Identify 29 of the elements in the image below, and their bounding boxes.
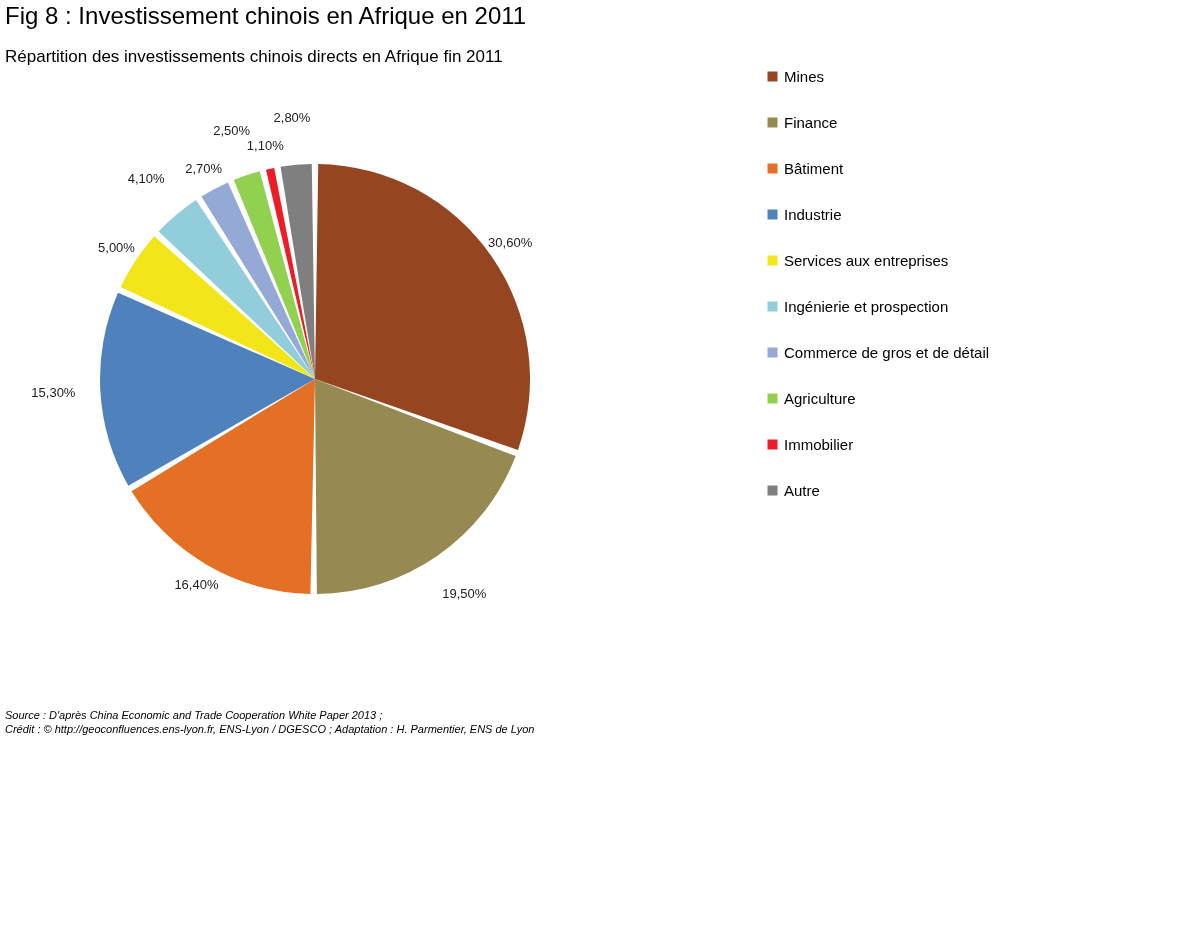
- legend-label: Commerce de gros et de détail: [784, 343, 990, 361]
- pie-slice: [233, 171, 315, 379]
- pie-slice: [265, 167, 315, 379]
- data-label: 15,30%: [31, 384, 76, 400]
- data-label: 19,50%: [442, 586, 487, 602]
- data-label: 30,60%: [488, 234, 533, 250]
- legend-label: Finance: [784, 113, 838, 131]
- text: Crédit : © http://geoconfluences.ens-lyon.fr, ENS-Lyon / DGESCO ; Adaptation : H. Parmentier, ENS de Lyon: [5, 723, 535, 735]
- legend-label: Ingénierie et prospection: [784, 297, 949, 315]
- legend-label: Mines: [784, 67, 825, 85]
- data-label: 1,10%: [246, 138, 285, 154]
- pie-slice: [158, 199, 315, 379]
- legend-label: Immobilier: [784, 435, 854, 453]
- data-label: 16,40%: [174, 577, 219, 593]
- data-label: 4,10%: [127, 170, 165, 186]
- data-label: 2,70%: [185, 160, 223, 176]
- source-note: Source : D'après China Economic and Trade Cooperation White Paper 2013 ;: [5, 709, 383, 721]
- pie-slice: [201, 182, 315, 379]
- legend-label: Autre: [784, 481, 820, 499]
- data-label: 2,80%: [273, 110, 311, 126]
- chart-title: Fig 8 : Investissement chinois en Afrique en 2011: [5, 2, 527, 29]
- legend-label: Agriculture: [784, 389, 856, 407]
- legend-label: Industrie: [784, 205, 842, 223]
- data-label: 2,50%: [213, 122, 251, 138]
- chart-subtitle: Répartition des investissements chinois directs en Afrique fin 2011: [5, 47, 503, 66]
- data-label: 5,00%: [98, 239, 136, 255]
- legend-label: Services aux entreprises: [784, 251, 949, 269]
- pie-slice: [280, 164, 315, 379]
- legend-label: Bâtiment: [784, 159, 845, 177]
